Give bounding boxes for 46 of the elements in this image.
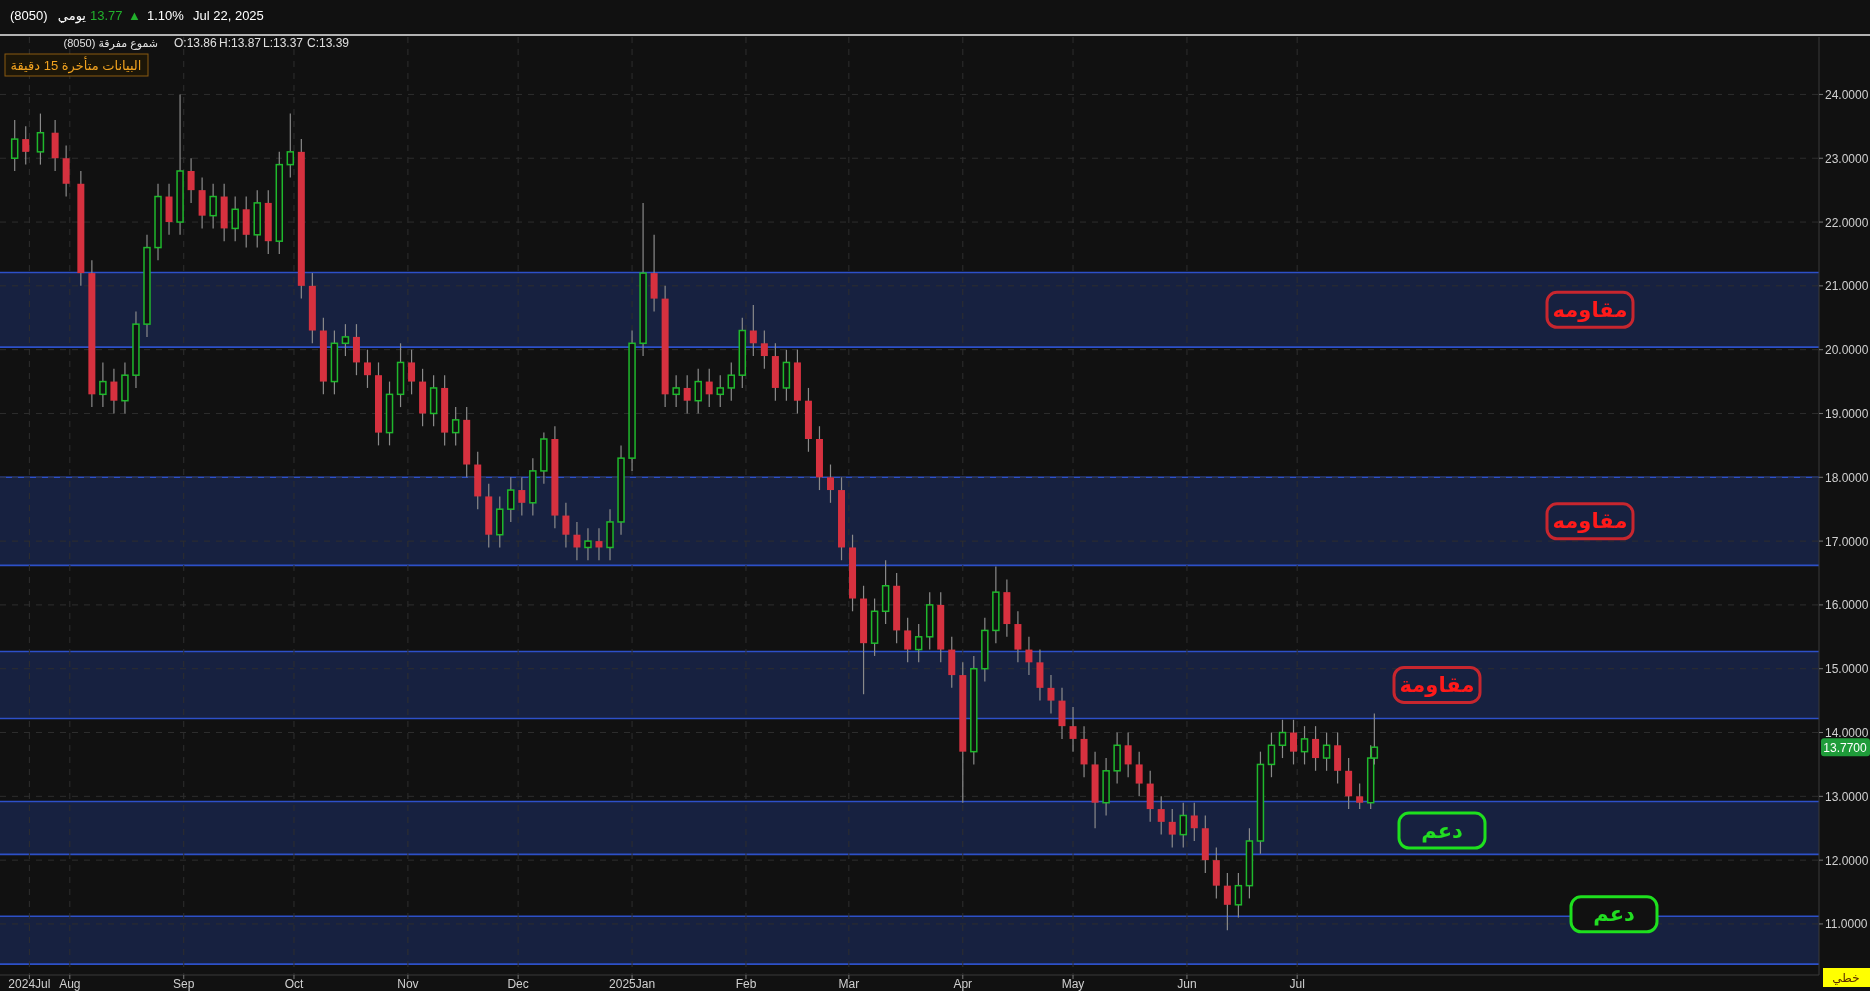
annotation: L:13.37 [263, 36, 304, 50]
text: 13.77 [90, 8, 123, 23]
y-tick-label: 21.0000 [1825, 279, 1869, 294]
x-tick-label: Aug [59, 977, 81, 991]
y-tick-label: 12.0000 [1825, 853, 1869, 868]
text: يومي [57, 8, 87, 24]
y-tick-label: 23.0000 [1825, 151, 1869, 166]
y-tick-label: 18.0000 [1825, 470, 1869, 485]
x-tick-label: Oct [284, 977, 304, 991]
x-tick-label: Feb [735, 977, 757, 991]
x-tick-label: Jun [1177, 977, 1197, 991]
x-tick-label: Jul [1289, 977, 1305, 991]
y-tick-label: 14.0000 [1825, 726, 1869, 741]
x-tick-label: Nov [397, 977, 419, 991]
annotation: البيانات متأخرة 15 دقيقة [10, 56, 142, 74]
annotation: شموع مفرقة (8050) [63, 37, 158, 50]
y-tick-label: 20.0000 [1825, 343, 1869, 358]
x-tick-label: Dec [507, 977, 529, 991]
y-tick-label: 15.0000 [1825, 662, 1869, 677]
text: 13.7700 [1823, 740, 1868, 755]
y-tick-label: 17.0000 [1825, 534, 1869, 549]
band-label: مقاومة [1399, 672, 1475, 697]
x-tick-label: Sep [173, 977, 195, 991]
y-tick-label: 11.0000 [1825, 917, 1868, 932]
y-tick-label: 13.0000 [1825, 789, 1869, 804]
x-tick-label: Mar [838, 977, 860, 991]
annotation: O:13.86 [174, 36, 218, 50]
text: خطي [1832, 971, 1860, 985]
y-tick-label: 16.0000 [1825, 598, 1869, 613]
y-tick-label: 22.0000 [1825, 215, 1869, 230]
x-tick-label: May [1061, 977, 1085, 991]
annotation: H:13.87 [219, 36, 262, 50]
band-label: دعم [1421, 818, 1464, 843]
band-label: دعم [1593, 902, 1636, 927]
x-tick-label: 2024Jul [8, 977, 51, 991]
text: Jul 22, 2025 [193, 8, 264, 23]
x-tick-label: 2025Jan [609, 977, 656, 991]
text: ▲ [128, 8, 141, 23]
band-label: مقاومه [1552, 509, 1628, 534]
y-tick-label: 24.0000 [1825, 87, 1869, 102]
x-tick-label: Apr [953, 977, 973, 991]
text: (8050) [10, 8, 48, 23]
text: 1.10% [147, 8, 185, 23]
y-tick-label: 19.0000 [1825, 406, 1869, 421]
band-label: مقاومه [1552, 297, 1628, 322]
annotation: C:13.39 [307, 36, 350, 50]
